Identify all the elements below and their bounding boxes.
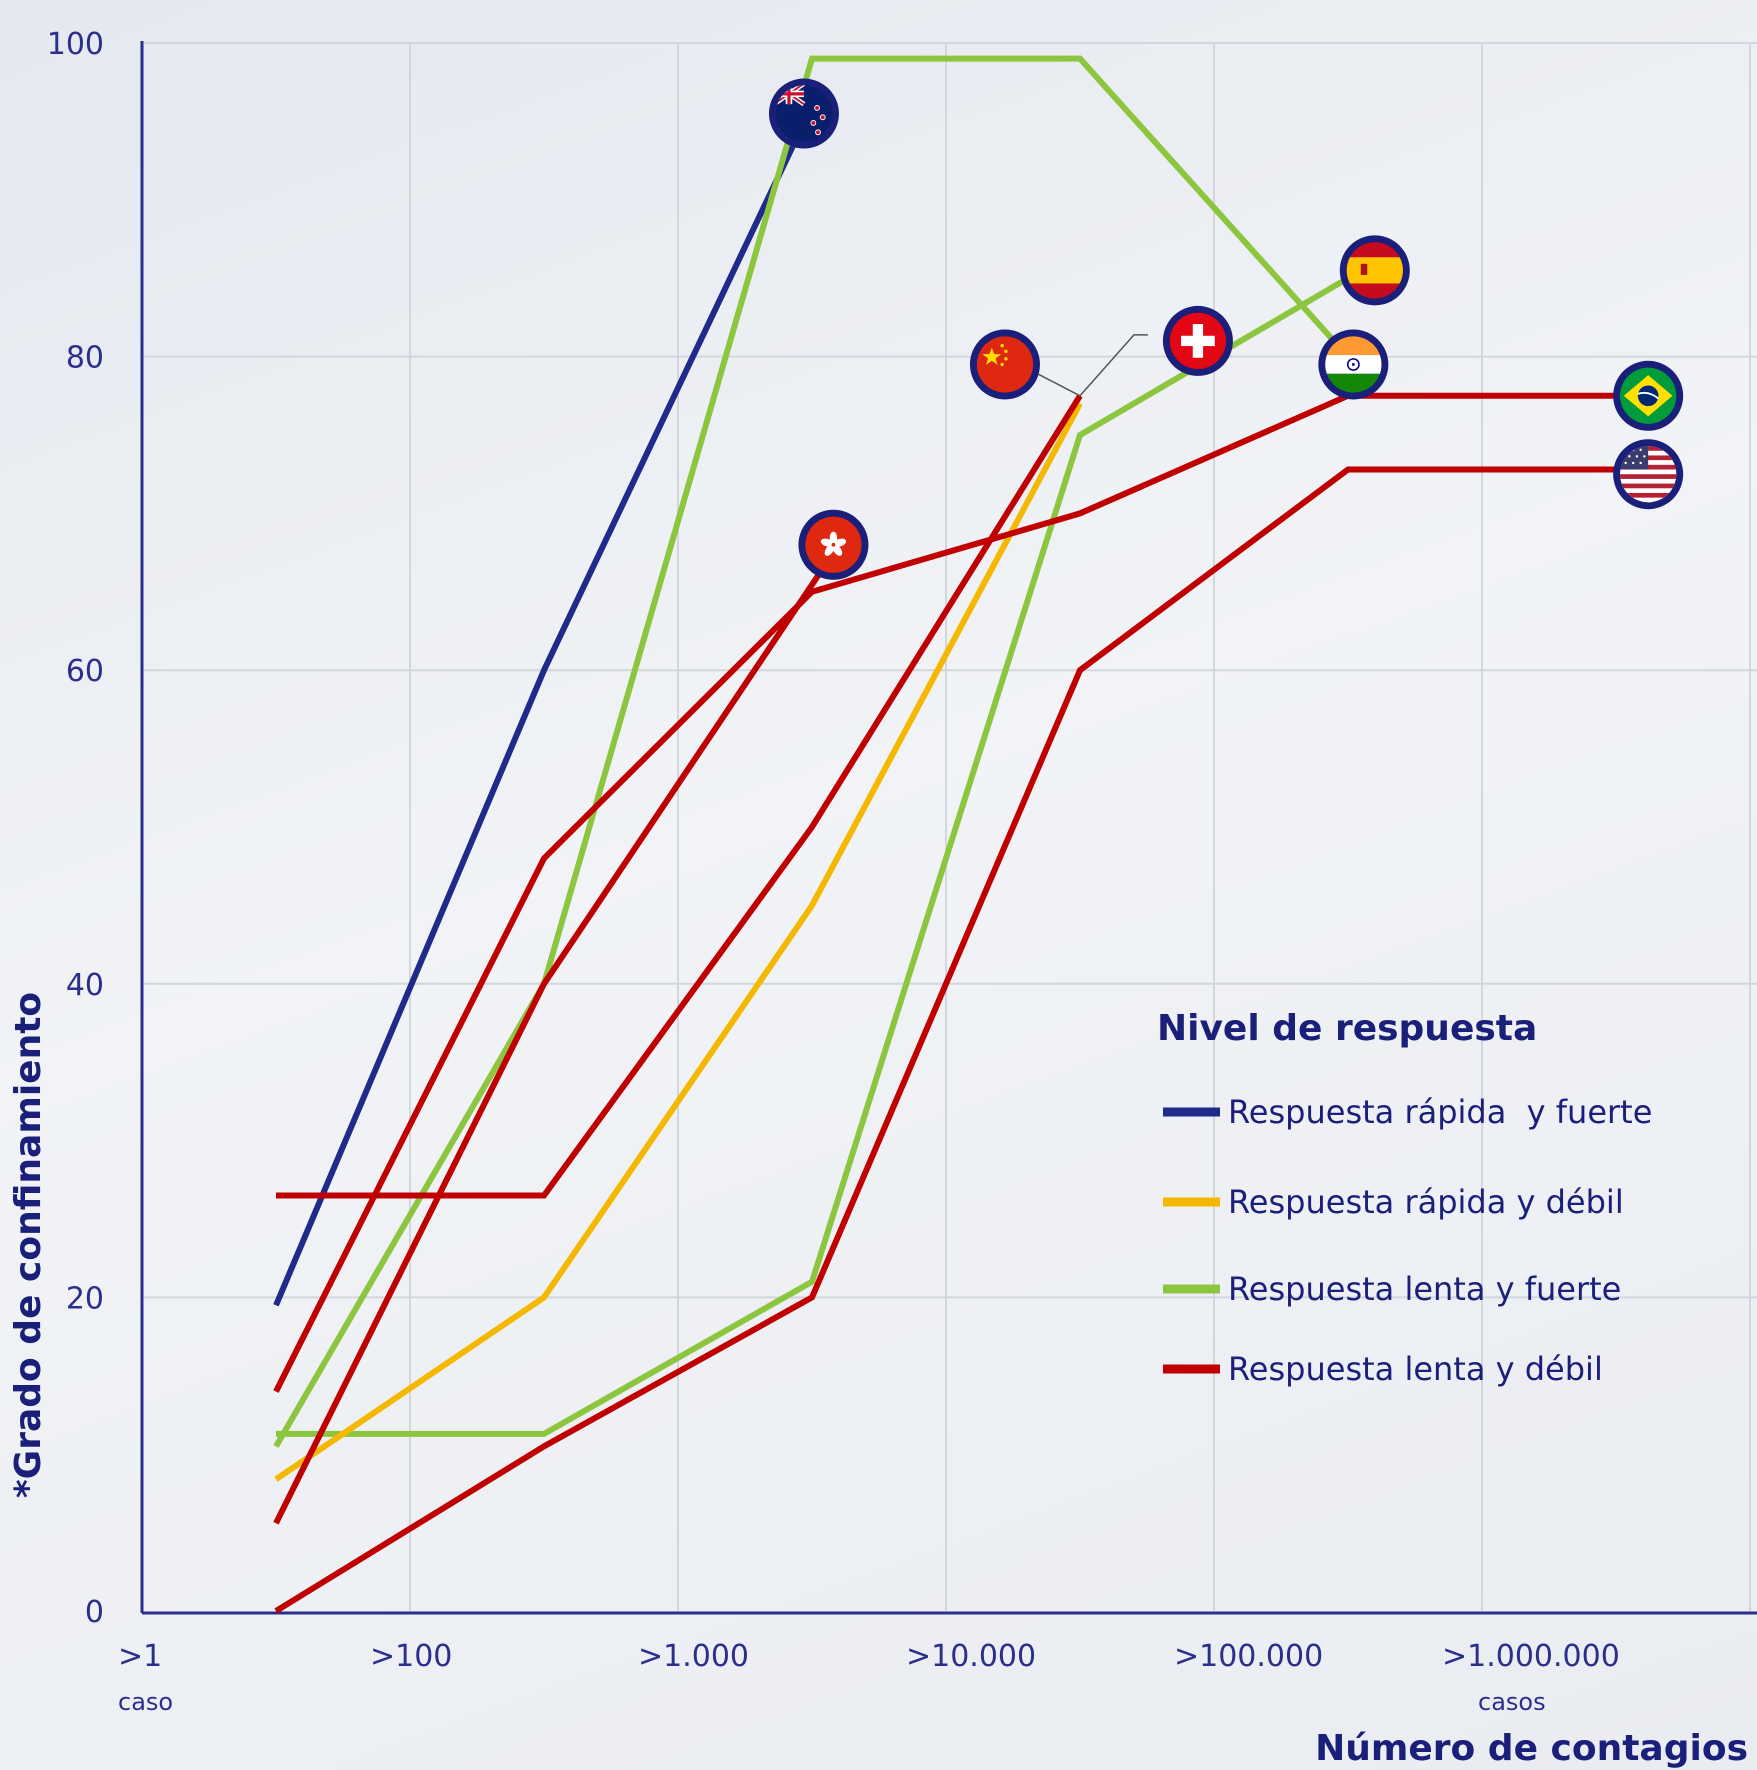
spain-flag-icon xyxy=(1339,235,1410,306)
legend-label: Respuesta lenta y débil xyxy=(1228,1350,1603,1388)
series-line xyxy=(273,104,815,1307)
x-tick-label: >1.000.000 xyxy=(1442,1639,1620,1674)
y-tick-label: 40 xyxy=(66,968,104,1003)
legend-title: Nivel de respuesta xyxy=(1157,1008,1537,1049)
y-axis-title: *Grado de confinamiento xyxy=(8,992,49,1498)
x-tick-label: >1.000 xyxy=(638,1639,749,1674)
series-line xyxy=(274,402,1083,1482)
x-tick-sublabel: casos xyxy=(1478,1688,1546,1716)
y-tick-label: 80 xyxy=(66,341,104,376)
series-line xyxy=(273,392,1643,1393)
country-flags xyxy=(768,78,1684,580)
legend-label: Respuesta lenta y fuerte xyxy=(1228,1270,1621,1308)
y-tick-label: 100 xyxy=(47,27,104,62)
brazil-flag-icon xyxy=(1613,360,1684,431)
y-tick-label: 20 xyxy=(66,1281,104,1316)
united-states-flag-icon xyxy=(1613,439,1684,510)
series-lines xyxy=(273,55,1643,1614)
series-line xyxy=(273,55,1351,1448)
legend-entries: Respuesta rápida y fuerte Respuesta rápid… xyxy=(1163,1093,1652,1388)
series-line xyxy=(276,394,1083,1199)
china-flag-icon xyxy=(969,329,1040,400)
india-flag-icon xyxy=(1318,329,1389,400)
leader-line-switzerland xyxy=(1079,334,1148,397)
series-line xyxy=(273,543,842,1525)
series-line xyxy=(274,466,1643,1614)
x-tick-label: >10.000 xyxy=(906,1639,1036,1674)
leader-line-china xyxy=(1034,371,1081,397)
x-axis-title: Número de contagios xyxy=(1315,1728,1748,1769)
hong-kong-flag-icon xyxy=(798,509,869,580)
x-tick-sublabel: caso xyxy=(118,1688,173,1716)
legend-entry: Respuesta rápida y fuerte xyxy=(1163,1093,1652,1131)
switzerland-flag-icon xyxy=(1162,305,1233,376)
legend-entry: Respuesta lenta y fuerte xyxy=(1163,1270,1621,1308)
new-zealand-flag-icon xyxy=(768,78,839,149)
legend-label: Respuesta rápida y fuerte xyxy=(1228,1093,1652,1131)
x-tick-label: >1 xyxy=(118,1639,162,1674)
legend-entry: Respuesta rápida y débil xyxy=(1163,1183,1624,1221)
tick-labels: 0 20 40 60 80 100 >1 caso >100 >1.000 >10.000 >100.… xyxy=(47,27,1620,1716)
series-line xyxy=(276,259,1377,1437)
y-tick-label: 0 xyxy=(85,1595,104,1630)
x-tick-label: >100 xyxy=(370,1639,452,1674)
leader-lines xyxy=(1034,334,1148,397)
legend: Nivel de respuesta Respuesta rápida y fu… xyxy=(1157,1008,1652,1388)
y-tick-label: 60 xyxy=(66,654,104,689)
axes xyxy=(140,41,1757,1615)
x-tick-label: >100.000 xyxy=(1174,1639,1323,1674)
legend-label: Respuesta rápida y débil xyxy=(1228,1183,1624,1221)
legend-entry: Respuesta lenta y débil xyxy=(1163,1350,1603,1388)
